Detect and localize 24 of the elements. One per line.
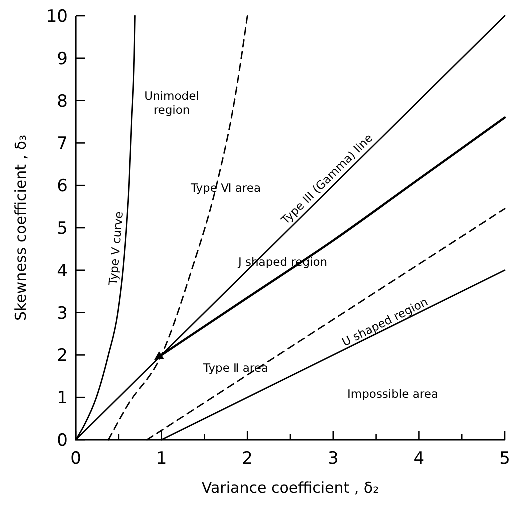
- annotation: Unimodel region: [144, 89, 200, 117]
- x-tick-label: 0: [70, 449, 82, 469]
- y-axis-title: Skewness coefficient , δ₃: [12, 135, 30, 321]
- y-tick-label: 6: [57, 176, 68, 197]
- y-tick-label: 5: [57, 218, 68, 239]
- x-axis-title: Variance coefficient , δ₂: [202, 479, 380, 497]
- x-tick-label: 2: [242, 449, 254, 469]
- x-tick-label: 5: [500, 449, 510, 469]
- annotation: Type Ⅱ area: [202, 361, 269, 376]
- x-tick-label: 4: [414, 449, 425, 469]
- y-tick-label: 0: [57, 430, 68, 451]
- y-tick-label: 8: [57, 92, 68, 112]
- annotation: Type Ⅵ area: [190, 181, 261, 196]
- x-tick-label: 3: [328, 449, 339, 469]
- text: Type V curve: [106, 211, 126, 287]
- y-tick-label: 10: [46, 6, 68, 27]
- y-tick-label: 7: [57, 134, 68, 154]
- x-tick-label: 1: [156, 449, 168, 469]
- y-tick-label: 9: [57, 49, 68, 70]
- y-tick-label: 1: [57, 388, 68, 409]
- y-tick-label: 4: [57, 261, 68, 282]
- y-tick-label: 2: [57, 346, 68, 366]
- y-tick-label: 3: [57, 304, 68, 324]
- annotation: Impossible area: [348, 387, 438, 402]
